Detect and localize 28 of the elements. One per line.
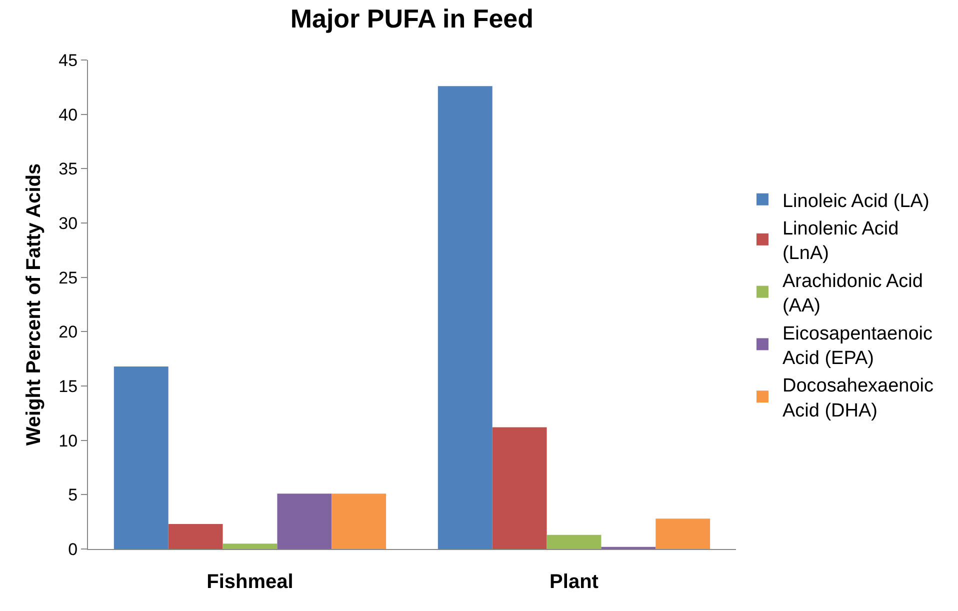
- bar: [438, 86, 492, 549]
- x-tick-label: Fishmeal: [206, 571, 294, 593]
- y-tick-label: 45: [58, 50, 78, 70]
- y-tick-label: 25: [58, 268, 78, 288]
- legend-label: Arachidonic Acid (AA): [782, 270, 923, 317]
- bar: [546, 534, 602, 549]
- y-tick-label: 30: [58, 214, 78, 233]
- bar: [168, 524, 223, 549]
- y-tick-label: 40: [58, 105, 78, 124]
- legend-label: Linolenic Acid (LnA): [782, 218, 899, 264]
- y-tick-label: 15: [58, 376, 78, 396]
- y-axis-title: Weight Percent of Fatty Acids: [23, 163, 46, 446]
- x-tick-label: Plant: [550, 571, 599, 593]
- y-tick-label: 20: [58, 322, 78, 342]
- bar: [656, 518, 710, 549]
- y-tick-label: 5: [68, 486, 78, 505]
- chart-title: Major PUFA in Feed: [290, 3, 534, 34]
- bar: [492, 427, 547, 549]
- y-tick-label: 10: [58, 431, 78, 450]
- legend-label: Linoleic Acid (LA): [782, 190, 930, 212]
- bar: [222, 544, 278, 549]
- y-tick-label: 0: [68, 540, 78, 559]
- legend-label: Eicosapentaenoic Acid (EPA): [782, 323, 932, 369]
- y-tick-label: 35: [58, 160, 78, 179]
- bar: [277, 494, 332, 549]
- bar: [114, 366, 168, 549]
- bar: [332, 494, 386, 549]
- legend-label: Docosahexaenoic Acid (DHA): [782, 376, 934, 422]
